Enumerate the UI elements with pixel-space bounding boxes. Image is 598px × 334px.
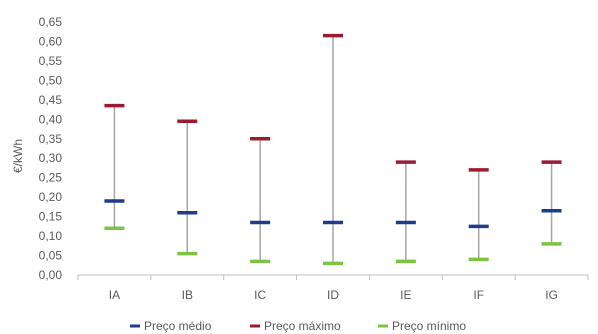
y-tick-label: 0,10 (39, 229, 63, 243)
y-tick-label: 0,45 (39, 93, 63, 107)
x-axis-ticks: IA IB IC ID IE IF IG (109, 288, 558, 302)
y-tick-label: 0,40 (39, 112, 63, 126)
x-tick-label: IE (400, 288, 411, 302)
y-tick-label: 0,05 (39, 249, 63, 263)
y-axis-ticks: 0,00 0,05 0,10 0,15 0,20 0,25 0,30 0,35 0,40 0,45… (39, 15, 63, 282)
y-tick-label: 0,15 (39, 210, 63, 224)
legend-label-min: Preço mínimo (392, 319, 466, 333)
y-tick-label: 0,55 (39, 54, 63, 68)
y-tick-label: 0,35 (39, 132, 63, 146)
legend: Preço médio Preço máximo Preço mínimo (130, 319, 466, 333)
legend-label-mean: Preço médio (144, 319, 212, 333)
x-tick-label: IB (182, 288, 193, 302)
y-tick-label: 0,30 (39, 151, 63, 165)
y-tick-label: 0,60 (39, 34, 63, 48)
axes (77, 274, 589, 280)
y-axis-title: €/kWh (11, 139, 25, 173)
x-tick-label: IC (254, 288, 266, 302)
y-tick-label: 0,20 (39, 190, 63, 204)
x-tick-label: IG (545, 288, 558, 302)
x-tick-label: ID (327, 288, 339, 302)
x-tick-label: IA (109, 288, 120, 302)
y-tick-label: 0,50 (39, 73, 63, 87)
legend-label-max: Preço máximo (264, 319, 341, 333)
y-axis-label: €/kWh (11, 139, 25, 173)
price-markers (104, 33, 562, 266)
range-lines (113, 35, 553, 264)
x-tick-label: IF (473, 288, 484, 302)
y-tick-label: 0,00 (39, 268, 63, 282)
y-tick-label: 0,65 (39, 15, 63, 29)
y-tick-label: 0,25 (39, 171, 63, 185)
